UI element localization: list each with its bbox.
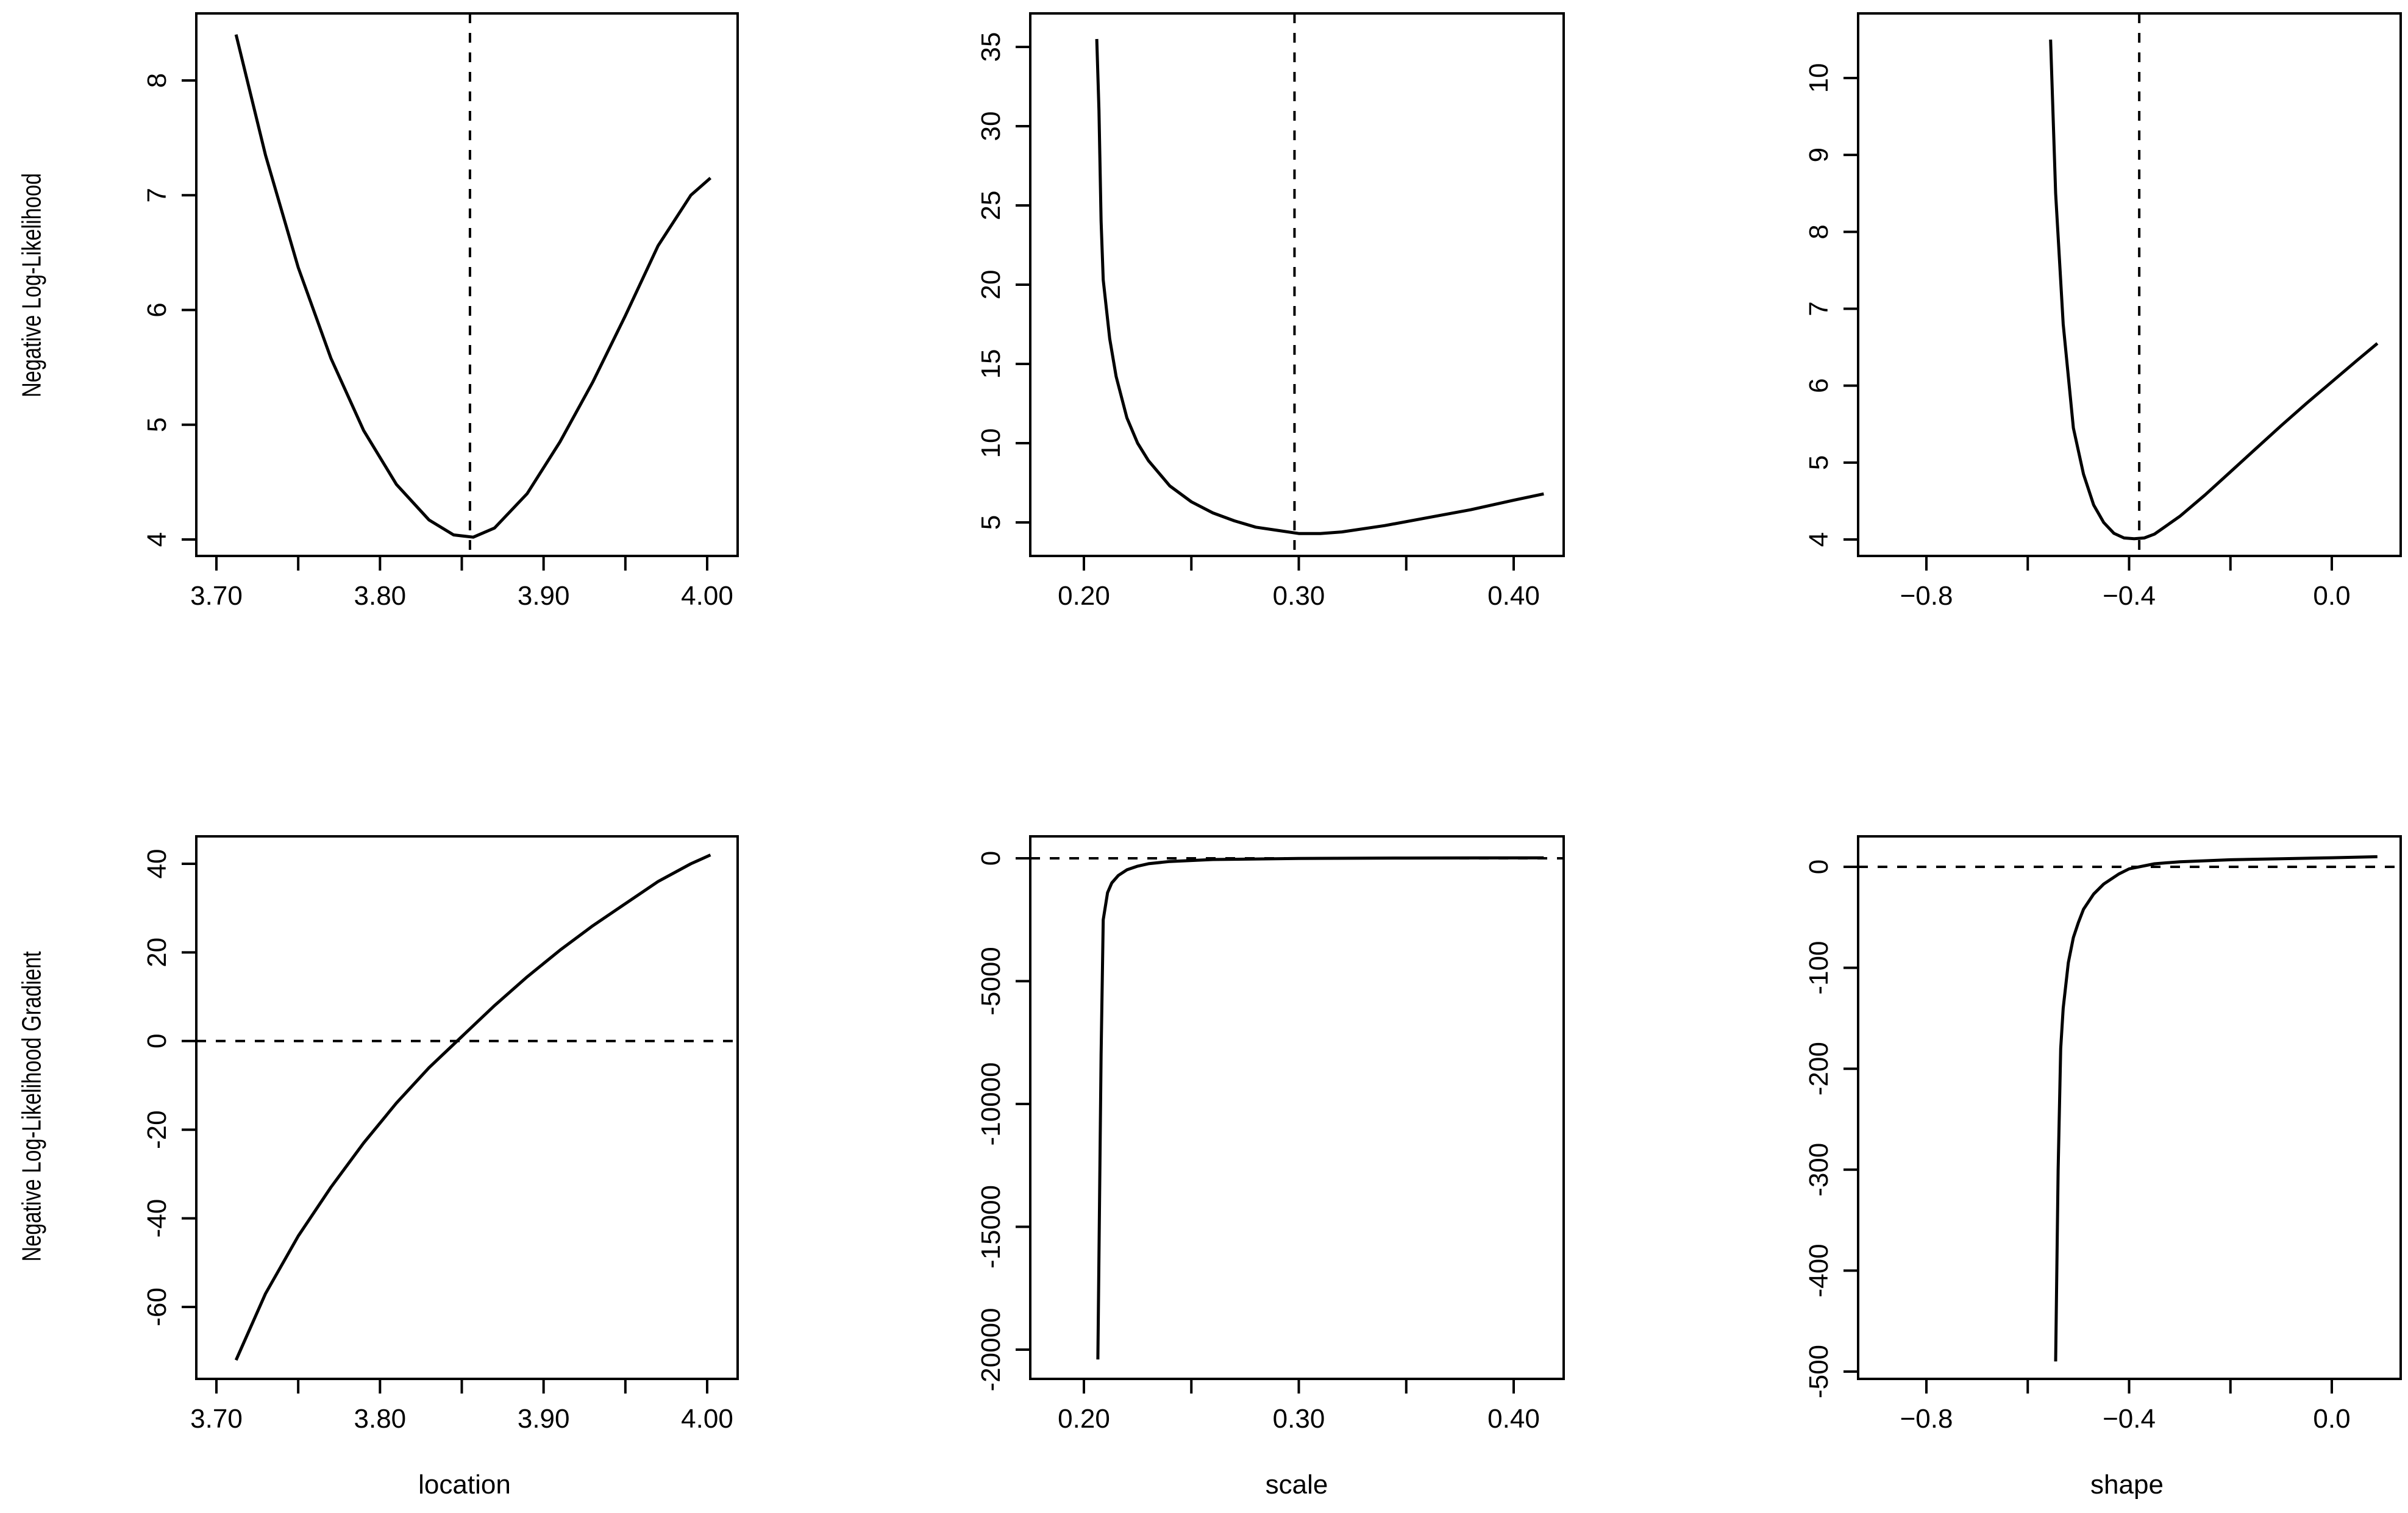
x-tick-label: 0.30 bbox=[1273, 581, 1325, 611]
x-tick-label: 3.70 bbox=[190, 1404, 243, 1434]
y-tick-label: -10000 bbox=[976, 1062, 1006, 1145]
y-tick-label: -20000 bbox=[976, 1308, 1006, 1391]
y-tick-label: 7 bbox=[1804, 301, 1834, 316]
x-tick-label: 0.20 bbox=[1058, 581, 1110, 611]
panel-top-middle: 0.20 0.30 0.40 5 10 15 20 25 30 35 bbox=[976, 12, 1565, 611]
x-tick-label: 0.30 bbox=[1273, 1404, 1325, 1434]
y-tick-label: -100 bbox=[1804, 941, 1834, 995]
series-line bbox=[234, 853, 711, 1361]
x-tick-label: 3.90 bbox=[518, 581, 570, 611]
y-tick-label: 30 bbox=[976, 112, 1006, 141]
x-tick-label: 4.00 bbox=[681, 581, 733, 611]
y-tick-label: -400 bbox=[1804, 1244, 1834, 1297]
series-line bbox=[2049, 39, 2379, 541]
panel-bottom-middle: scale 0.20 0.30 0.40 -20000 -15000 -10000 -500… bbox=[976, 835, 1565, 1500]
y-tick-label: 0 bbox=[976, 851, 1006, 866]
series-line bbox=[2054, 855, 2378, 1362]
y-tick-label: 8 bbox=[1804, 224, 1834, 239]
x-tick-label: −0.8 bbox=[1900, 581, 1953, 611]
y-tick-label: 20 bbox=[976, 270, 1006, 300]
y-tick-label: -60 bbox=[142, 1287, 172, 1326]
plot-frame bbox=[195, 835, 739, 1380]
y-tick-label: 35 bbox=[976, 32, 1006, 62]
y-tick-label: -200 bbox=[1804, 1042, 1834, 1095]
y-tick-label: 9 bbox=[1804, 148, 1834, 162]
y-tick-label: 4 bbox=[1804, 532, 1834, 547]
y-tick-label: 15 bbox=[976, 349, 1006, 379]
y-tick-label: 10 bbox=[976, 429, 1006, 458]
plot-frame bbox=[1029, 835, 1565, 1380]
x-tick-label: 0.40 bbox=[1487, 581, 1540, 611]
y-tick-label: 40 bbox=[142, 849, 172, 879]
y-tick-label: -500 bbox=[1804, 1345, 1834, 1398]
y-tick-label: 6 bbox=[142, 302, 172, 317]
y-tick-label: 0 bbox=[142, 1034, 172, 1048]
x-tick-label: 3.90 bbox=[518, 1404, 570, 1434]
y-tick-label: -15000 bbox=[976, 1185, 1006, 1269]
plot-frame bbox=[1857, 12, 2402, 557]
panel-bottom-left: Negative Log-Likelihood Gradient locatio… bbox=[17, 835, 739, 1500]
y-axis-title: Negative Log-Likelihood bbox=[17, 173, 47, 397]
panel-top-right: −0.8 −0.4 0.0 4 5 6 7 8 9 10 bbox=[1804, 12, 2402, 611]
x-tick-label: −0.4 bbox=[2103, 581, 2156, 611]
x-tick-label: 0.0 bbox=[2313, 1404, 2350, 1434]
y-tick-label: 5 bbox=[1804, 455, 1834, 470]
x-tick-label: −0.8 bbox=[1900, 1404, 1953, 1434]
y-tick-label: 6 bbox=[1804, 378, 1834, 393]
y-tick-label: -5000 bbox=[976, 947, 1006, 1016]
y-tick-label: 8 bbox=[142, 73, 172, 88]
x-axis-title: location bbox=[418, 1470, 511, 1500]
x-tick-label: 0.0 bbox=[2313, 581, 2350, 611]
x-tick-label: 0.40 bbox=[1487, 1404, 1540, 1434]
y-tick-label: 5 bbox=[142, 418, 172, 432]
y-tick-label: 10 bbox=[1804, 63, 1834, 93]
series-line bbox=[234, 34, 712, 539]
y-axis-title: Negative Log-Likelihood Gradient bbox=[17, 951, 47, 1261]
x-axis-title: shape bbox=[2090, 1470, 2164, 1500]
y-tick-label: 4 bbox=[142, 532, 172, 547]
x-tick-label: −0.4 bbox=[2103, 1404, 2156, 1434]
x-tick-label: 3.80 bbox=[354, 581, 407, 611]
series-line bbox=[1095, 38, 1544, 535]
x-tick-label: 4.00 bbox=[681, 1404, 733, 1434]
y-tick-label: -20 bbox=[142, 1110, 172, 1149]
y-tick-label: 5 bbox=[976, 515, 1006, 530]
panel-bottom-right: shape −0.8 −0.4 0.0 -500 -400 -300 -200 -100 0 bbox=[1804, 835, 2402, 1500]
x-tick-label: 3.80 bbox=[354, 1404, 407, 1434]
plot-frame bbox=[195, 12, 739, 557]
plot-frame bbox=[1857, 835, 2402, 1380]
x-axis-title: scale bbox=[1266, 1470, 1328, 1500]
y-tick-label: 20 bbox=[142, 938, 172, 967]
plot-frame bbox=[1029, 12, 1565, 557]
y-tick-label: -300 bbox=[1804, 1143, 1834, 1197]
y-tick-label: 25 bbox=[976, 191, 1006, 221]
x-tick-label: 3.70 bbox=[190, 581, 243, 611]
series-line bbox=[1096, 856, 1544, 1360]
y-tick-label: 7 bbox=[142, 188, 172, 202]
y-tick-label: -40 bbox=[142, 1199, 172, 1238]
panel-top-left: Negative Log-Likelihood 3.70 3.80 3.90 4.00… bbox=[17, 12, 739, 611]
x-tick-label: 0.20 bbox=[1058, 1404, 1110, 1434]
y-tick-label: 0 bbox=[1804, 860, 1834, 874]
